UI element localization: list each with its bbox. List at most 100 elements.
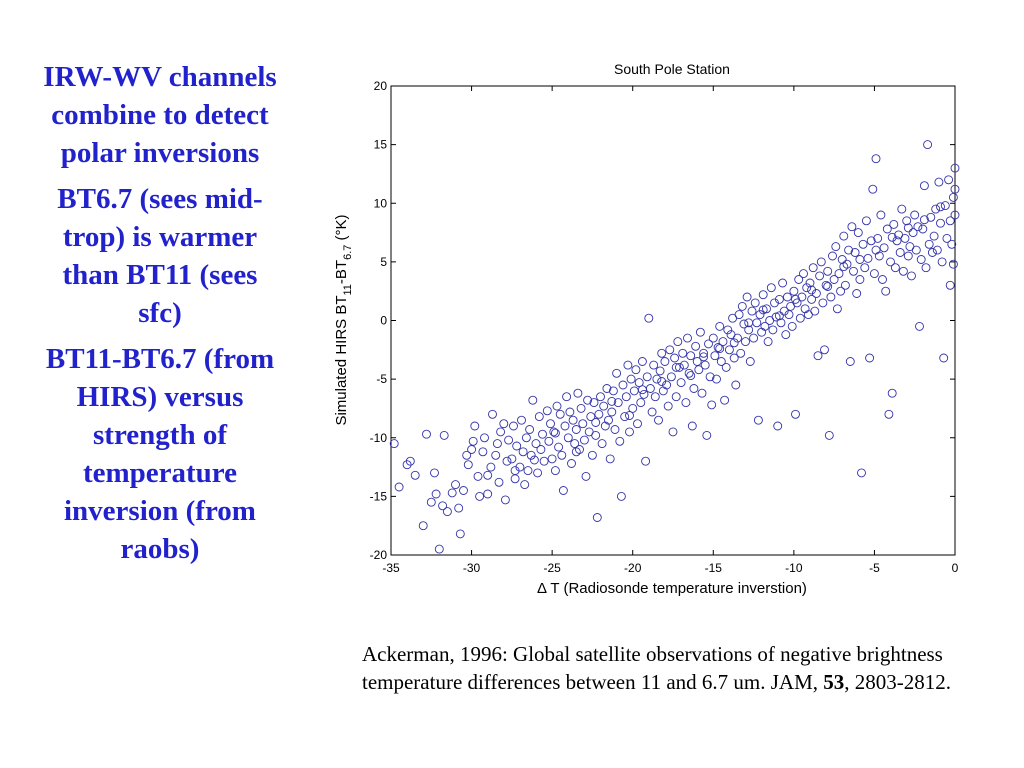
data-point <box>702 430 712 440</box>
data-point <box>708 333 718 343</box>
data-point <box>895 248 905 257</box>
data-point <box>650 392 660 402</box>
data-point <box>849 266 858 276</box>
data-point <box>430 468 439 478</box>
x-tick-label: -15 <box>705 561 723 575</box>
data-point <box>758 290 768 300</box>
data-point <box>824 430 834 440</box>
y-tick-label: 10 <box>374 196 388 210</box>
data-point <box>547 454 557 464</box>
data-point <box>744 325 754 335</box>
data-point <box>455 529 465 539</box>
data-point <box>879 243 889 253</box>
data-point <box>623 360 633 370</box>
data-point <box>789 286 799 296</box>
data-point <box>873 233 883 243</box>
data-point <box>729 353 739 363</box>
data-point <box>723 325 733 335</box>
data-point <box>897 204 907 214</box>
data-point <box>760 321 770 331</box>
data-point <box>878 275 887 284</box>
data-point <box>784 310 794 320</box>
data-point <box>512 441 522 451</box>
data-point <box>939 353 949 363</box>
data-point <box>855 255 865 264</box>
y-label-suffix: (°K) <box>333 214 350 244</box>
data-point <box>483 470 493 480</box>
data-point <box>942 233 952 243</box>
y-tick-label: -10 <box>370 431 388 445</box>
data-point <box>462 450 472 460</box>
data-point <box>868 184 878 194</box>
data-point <box>528 395 538 405</box>
data-point <box>426 497 436 507</box>
data-point <box>634 378 644 388</box>
data-point <box>715 321 725 331</box>
data-point <box>837 255 847 264</box>
data-point <box>797 292 807 302</box>
data-point <box>645 384 655 393</box>
data-point <box>591 430 601 440</box>
data-point <box>679 360 689 370</box>
data-point <box>663 401 673 411</box>
data-point <box>666 372 676 382</box>
data-point <box>741 337 750 347</box>
data-point <box>699 352 709 362</box>
data-point <box>927 248 937 257</box>
data-point <box>823 266 833 276</box>
data-point <box>936 202 945 212</box>
data-point <box>815 271 825 281</box>
y-axis-label: Simulated HIRS BT11-BT6.7 (°K) <box>333 214 354 425</box>
data-point <box>736 348 746 358</box>
data-point <box>660 357 670 366</box>
data-point <box>418 521 428 531</box>
data-point <box>389 439 399 449</box>
y-tick-label: 20 <box>374 79 388 93</box>
data-point <box>919 181 929 191</box>
data-point <box>681 398 691 408</box>
data-point <box>554 442 564 452</box>
data-point <box>521 433 531 443</box>
data-point <box>776 318 786 328</box>
data-point <box>721 362 731 372</box>
data-point <box>712 374 721 384</box>
data-point <box>718 337 728 347</box>
data-point <box>608 386 618 396</box>
y-label-prefix: Simulated HIRS BT <box>333 296 350 426</box>
data-point <box>821 280 831 290</box>
data-point <box>544 436 554 446</box>
scatter-chart: South Pole Station -35 -30 -25 -20 -15 -10 -5 0… <box>320 50 980 610</box>
data-point <box>578 419 588 429</box>
data-point <box>612 368 622 378</box>
data-point <box>829 275 839 284</box>
scatter-points <box>389 140 960 554</box>
data-point <box>802 283 812 293</box>
data-point <box>716 357 726 366</box>
data-point <box>903 223 913 233</box>
citation-prefix: Ackerman, 1996: Global satellite observa… <box>362 642 943 694</box>
data-point <box>839 231 849 241</box>
data-point <box>774 311 784 321</box>
data-point <box>405 456 415 466</box>
data-point <box>910 210 920 220</box>
data-point <box>810 306 820 316</box>
data-point <box>652 374 662 384</box>
data-point <box>509 421 518 431</box>
data-point <box>845 357 855 366</box>
data-point <box>713 343 723 352</box>
data-point <box>562 392 572 402</box>
data-point <box>684 368 694 378</box>
data-point <box>700 360 710 370</box>
data-point <box>594 409 604 419</box>
data-point <box>394 482 404 492</box>
data-point <box>950 163 960 173</box>
chart-svg: South Pole Station -35 -30 -25 -20 -15 -10 -5 0… <box>333 61 960 597</box>
data-point <box>836 286 846 296</box>
data-point <box>579 435 589 445</box>
data-point <box>581 471 591 481</box>
data-point <box>468 436 478 446</box>
data-point <box>531 439 541 449</box>
data-point <box>657 348 667 358</box>
data-point <box>596 392 605 402</box>
data-point <box>763 337 773 347</box>
